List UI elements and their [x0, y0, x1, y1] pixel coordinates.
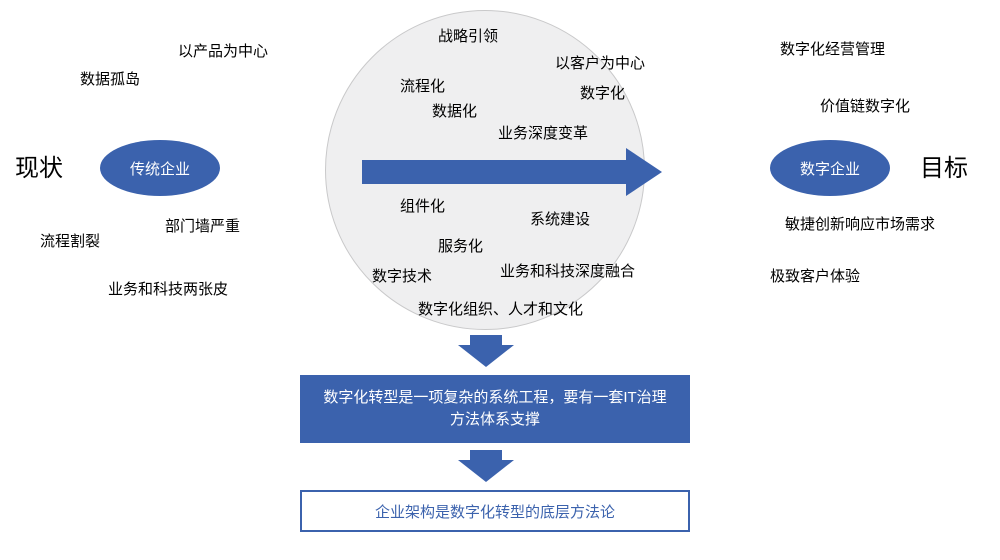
statement-box-1: 数字化转型是一项复杂的系统工程，要有一套IT治理方法体系支撑 — [300, 375, 690, 443]
arrow-down-head-icon-2 — [458, 460, 514, 482]
center-label-8: 系统建设 — [530, 208, 590, 229]
center-label-4: 数字化 — [580, 82, 625, 103]
center-label-12: 数字化组织、人才和文化 — [418, 298, 583, 319]
right-ellipse: 数字企业 — [770, 140, 890, 196]
right-title: 目标 — [920, 148, 968, 183]
statement-box-2: 企业架构是数字化转型的底层方法论 — [300, 490, 690, 532]
arrow-down-shaft-1 — [470, 335, 502, 345]
right-label-top1: 数字化经营管理 — [780, 38, 885, 59]
arrow-right — [362, 148, 662, 196]
arrow-down-1 — [458, 335, 514, 367]
arrow-right-shaft — [362, 160, 626, 184]
center-label-7: 组件化 — [400, 195, 445, 216]
center-label-10: 数字技术 — [372, 265, 432, 286]
center-label-9: 服务化 — [438, 235, 483, 256]
center-label-1: 战略引领 — [438, 25, 498, 46]
arrow-down-shaft-2 — [470, 450, 502, 460]
right-ellipse-label: 数字企业 — [800, 158, 860, 179]
left-label-top1: 数据孤岛 — [80, 68, 140, 89]
center-label-6: 业务深度变革 — [498, 122, 588, 143]
left-label-top2: 以产品为中心 — [178, 40, 268, 61]
left-ellipse-label: 传统企业 — [130, 158, 190, 179]
left-label-bottom2: 部门墙严重 — [165, 215, 240, 236]
left-title: 现状 — [15, 148, 63, 183]
center-label-2: 以客户为中心 — [555, 52, 645, 73]
left-label-bottom1: 流程割裂 — [40, 230, 100, 251]
center-label-11: 业务和科技深度融合 — [500, 260, 635, 281]
statement-box-1-text: 数字化转型是一项复杂的系统工程，要有一套IT治理方法体系支撑 — [316, 387, 674, 432]
center-label-5: 数据化 — [432, 100, 477, 121]
arrow-down-head-icon-1 — [458, 345, 514, 367]
center-label-3: 流程化 — [400, 75, 445, 96]
left-ellipse: 传统企业 — [100, 140, 220, 196]
statement-box-2-text: 企业架构是数字化转型的底层方法论 — [375, 501, 615, 522]
arrow-down-2 — [458, 450, 514, 482]
right-label-bottom2: 极致客户体验 — [770, 265, 860, 286]
right-label-top2: 价值链数字化 — [820, 95, 910, 116]
arrow-right-head-icon — [626, 148, 662, 196]
right-label-bottom1: 敏捷创新响应市场需求 — [785, 213, 935, 234]
left-label-bottom3: 业务和科技两张皮 — [108, 278, 228, 299]
